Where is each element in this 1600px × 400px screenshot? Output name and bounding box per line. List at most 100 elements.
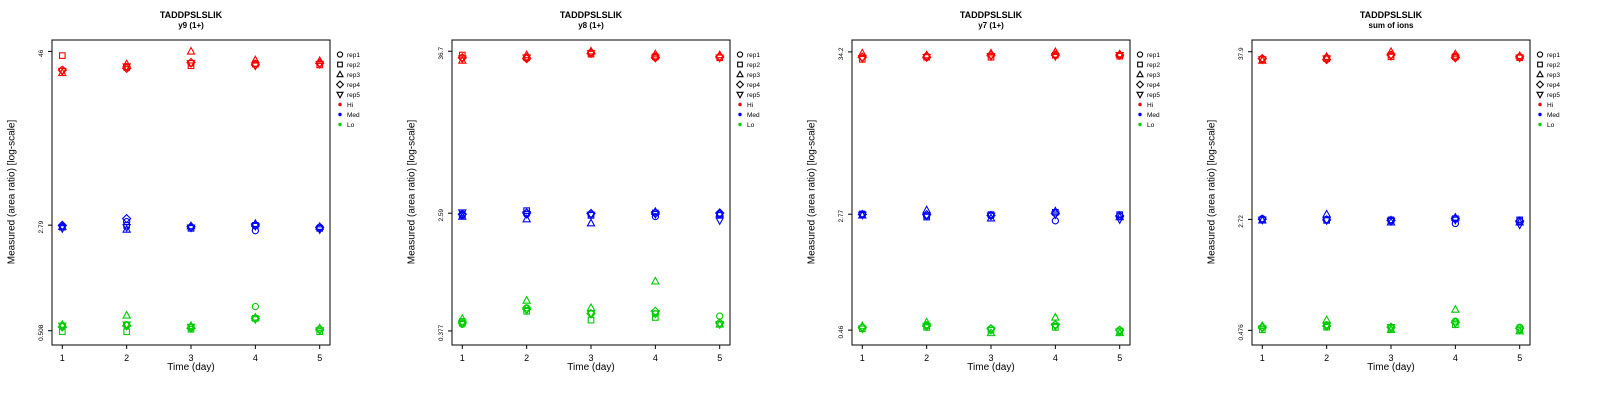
point-triangle-down: [186, 60, 196, 69]
point-square: [187, 62, 195, 70]
point-triangle-down: [457, 209, 467, 218]
point-diamond: [1114, 211, 1125, 221]
point-circle: [122, 218, 131, 226]
x-axis: 1 2 3 4 5: [860, 345, 1122, 363]
series-lo: [1257, 304, 1525, 335]
x-tick-label: 2: [524, 353, 529, 363]
point-triangle-down: [1515, 326, 1525, 335]
legend-group-label: Med: [1547, 112, 1560, 119]
point-circle: [1136, 51, 1144, 58]
legend-rep-label: rep3: [347, 72, 360, 79]
series-lo: [57, 302, 325, 336]
legend-group-dot: [1538, 112, 1542, 117]
x-tick-label: 3: [1388, 353, 1393, 363]
legend: rep1 rep2 rep3 rep4 rep5 Hi Med Lo: [1135, 51, 1160, 129]
legend-group-label: Lo: [347, 122, 355, 129]
y-tick-label: 2.79: [38, 220, 45, 233]
x-tick-label: 2: [924, 353, 929, 363]
point-triangle-down: [1536, 91, 1544, 99]
point-triangle-down: [1050, 322, 1060, 332]
point-triangle-up: [122, 310, 132, 319]
legend-group-label: Med: [1147, 112, 1160, 119]
series-hi: [857, 46, 1125, 64]
point-diamond: [1135, 80, 1145, 89]
point-triangle-down: [57, 322, 67, 331]
point-triangle-down: [1136, 91, 1144, 99]
point-triangle-up: [522, 50, 532, 59]
point-circle: [1536, 51, 1544, 58]
point-triangle-down: [186, 224, 196, 233]
series-hi: [457, 46, 725, 64]
point-triangle-up: [715, 208, 725, 217]
series-lo: [857, 312, 1125, 337]
legend-rep-label: rep1: [747, 52, 760, 59]
point-triangle-up: [986, 327, 996, 337]
y-tick-label: 0.508: [38, 324, 45, 341]
legend-group-label: Hi: [1147, 102, 1153, 109]
plot-box: [1251, 39, 1531, 346]
legend-group-dot: [738, 102, 742, 107]
point-triangle-down: [1257, 216, 1267, 225]
legend-rep-label: rep4: [1147, 82, 1160, 89]
y-tick-label: 2.77: [838, 209, 845, 222]
chart-title: TADDPSLSLIK: [559, 10, 623, 20]
x-tick-label: 2: [124, 353, 129, 363]
point-triangle-down: [57, 67, 67, 77]
x-axis-label: Time (day): [167, 362, 215, 373]
legend-group-label: Lo: [747, 122, 755, 129]
x-tick-label: 4: [253, 353, 258, 363]
point-triangle-down: [122, 223, 132, 233]
point-triangle-down: [1450, 320, 1460, 329]
legend-group-dot: [738, 112, 742, 117]
point-triangle-down: [986, 212, 996, 221]
chart-canvas: 1 2 3 4 5 0.476 2.72 37.9 rep1 rep2 rep3 rep4 rep5 Hi…: [1238, 39, 1560, 363]
legend-group-dot: [1138, 112, 1142, 117]
y-tick-label: 0.476: [1238, 324, 1245, 341]
legend: rep1 rep2 rep3 rep4 rep5 Hi Med Lo: [735, 51, 760, 129]
x-tick-label: 3: [588, 353, 593, 363]
x-axis-label: Time (day): [1367, 362, 1415, 373]
legend-group-dot: [338, 122, 342, 127]
point-diamond: [1535, 80, 1545, 89]
point-diamond: [121, 63, 132, 74]
point-triangle-down: [857, 211, 867, 220]
plot-box: [451, 39, 731, 346]
x-tick-label: 5: [1517, 353, 1522, 363]
point-triangle-up: [586, 218, 596, 227]
point-triangle-up: [522, 214, 532, 223]
point-triangle-down: [922, 212, 932, 221]
point-triangle-down: [1386, 52, 1396, 61]
point-triangle-down: [315, 60, 325, 70]
point-triangle-down: [1322, 55, 1332, 64]
point-triangle-up: [186, 46, 196, 55]
point-triangle-up: [1136, 70, 1144, 78]
point-triangle-up: [650, 49, 660, 58]
x-tick-label: 1: [1260, 353, 1265, 363]
legend-group-dot: [738, 122, 742, 127]
chart-title: TADDPSLSLIK: [959, 10, 1023, 20]
point-triangle-down: [586, 50, 596, 59]
legend-rep-label: rep5: [747, 92, 760, 99]
x-tick-label: 1: [460, 353, 465, 363]
point-triangle-down: [1322, 322, 1332, 331]
point-triangle-down: [1257, 325, 1267, 334]
x-axis: 1 2 3 4 5: [1260, 345, 1522, 363]
point-triangle-down: [1257, 56, 1267, 65]
legend-group-label: Med: [347, 112, 360, 119]
point-triangle-down: [315, 327, 325, 336]
point-triangle-down: [457, 319, 467, 328]
x-tick-label: 1: [860, 353, 865, 363]
point-triangle-up: [586, 302, 596, 312]
point-diamond: [57, 220, 68, 231]
point-triangle-down: [336, 91, 344, 99]
point-triangle-down: [650, 210, 660, 220]
point-square: [1137, 61, 1143, 68]
point-triangle-down: [650, 54, 660, 63]
y-tick-label: 46: [38, 49, 45, 57]
point-triangle-down: [1050, 211, 1060, 220]
series-med: [57, 213, 325, 235]
legend-group-dot: [1538, 102, 1542, 107]
y-axis: 0.46 2.77 34.2: [838, 47, 852, 338]
legend-group-dot: [1138, 122, 1142, 127]
series-med: [1257, 209, 1525, 230]
